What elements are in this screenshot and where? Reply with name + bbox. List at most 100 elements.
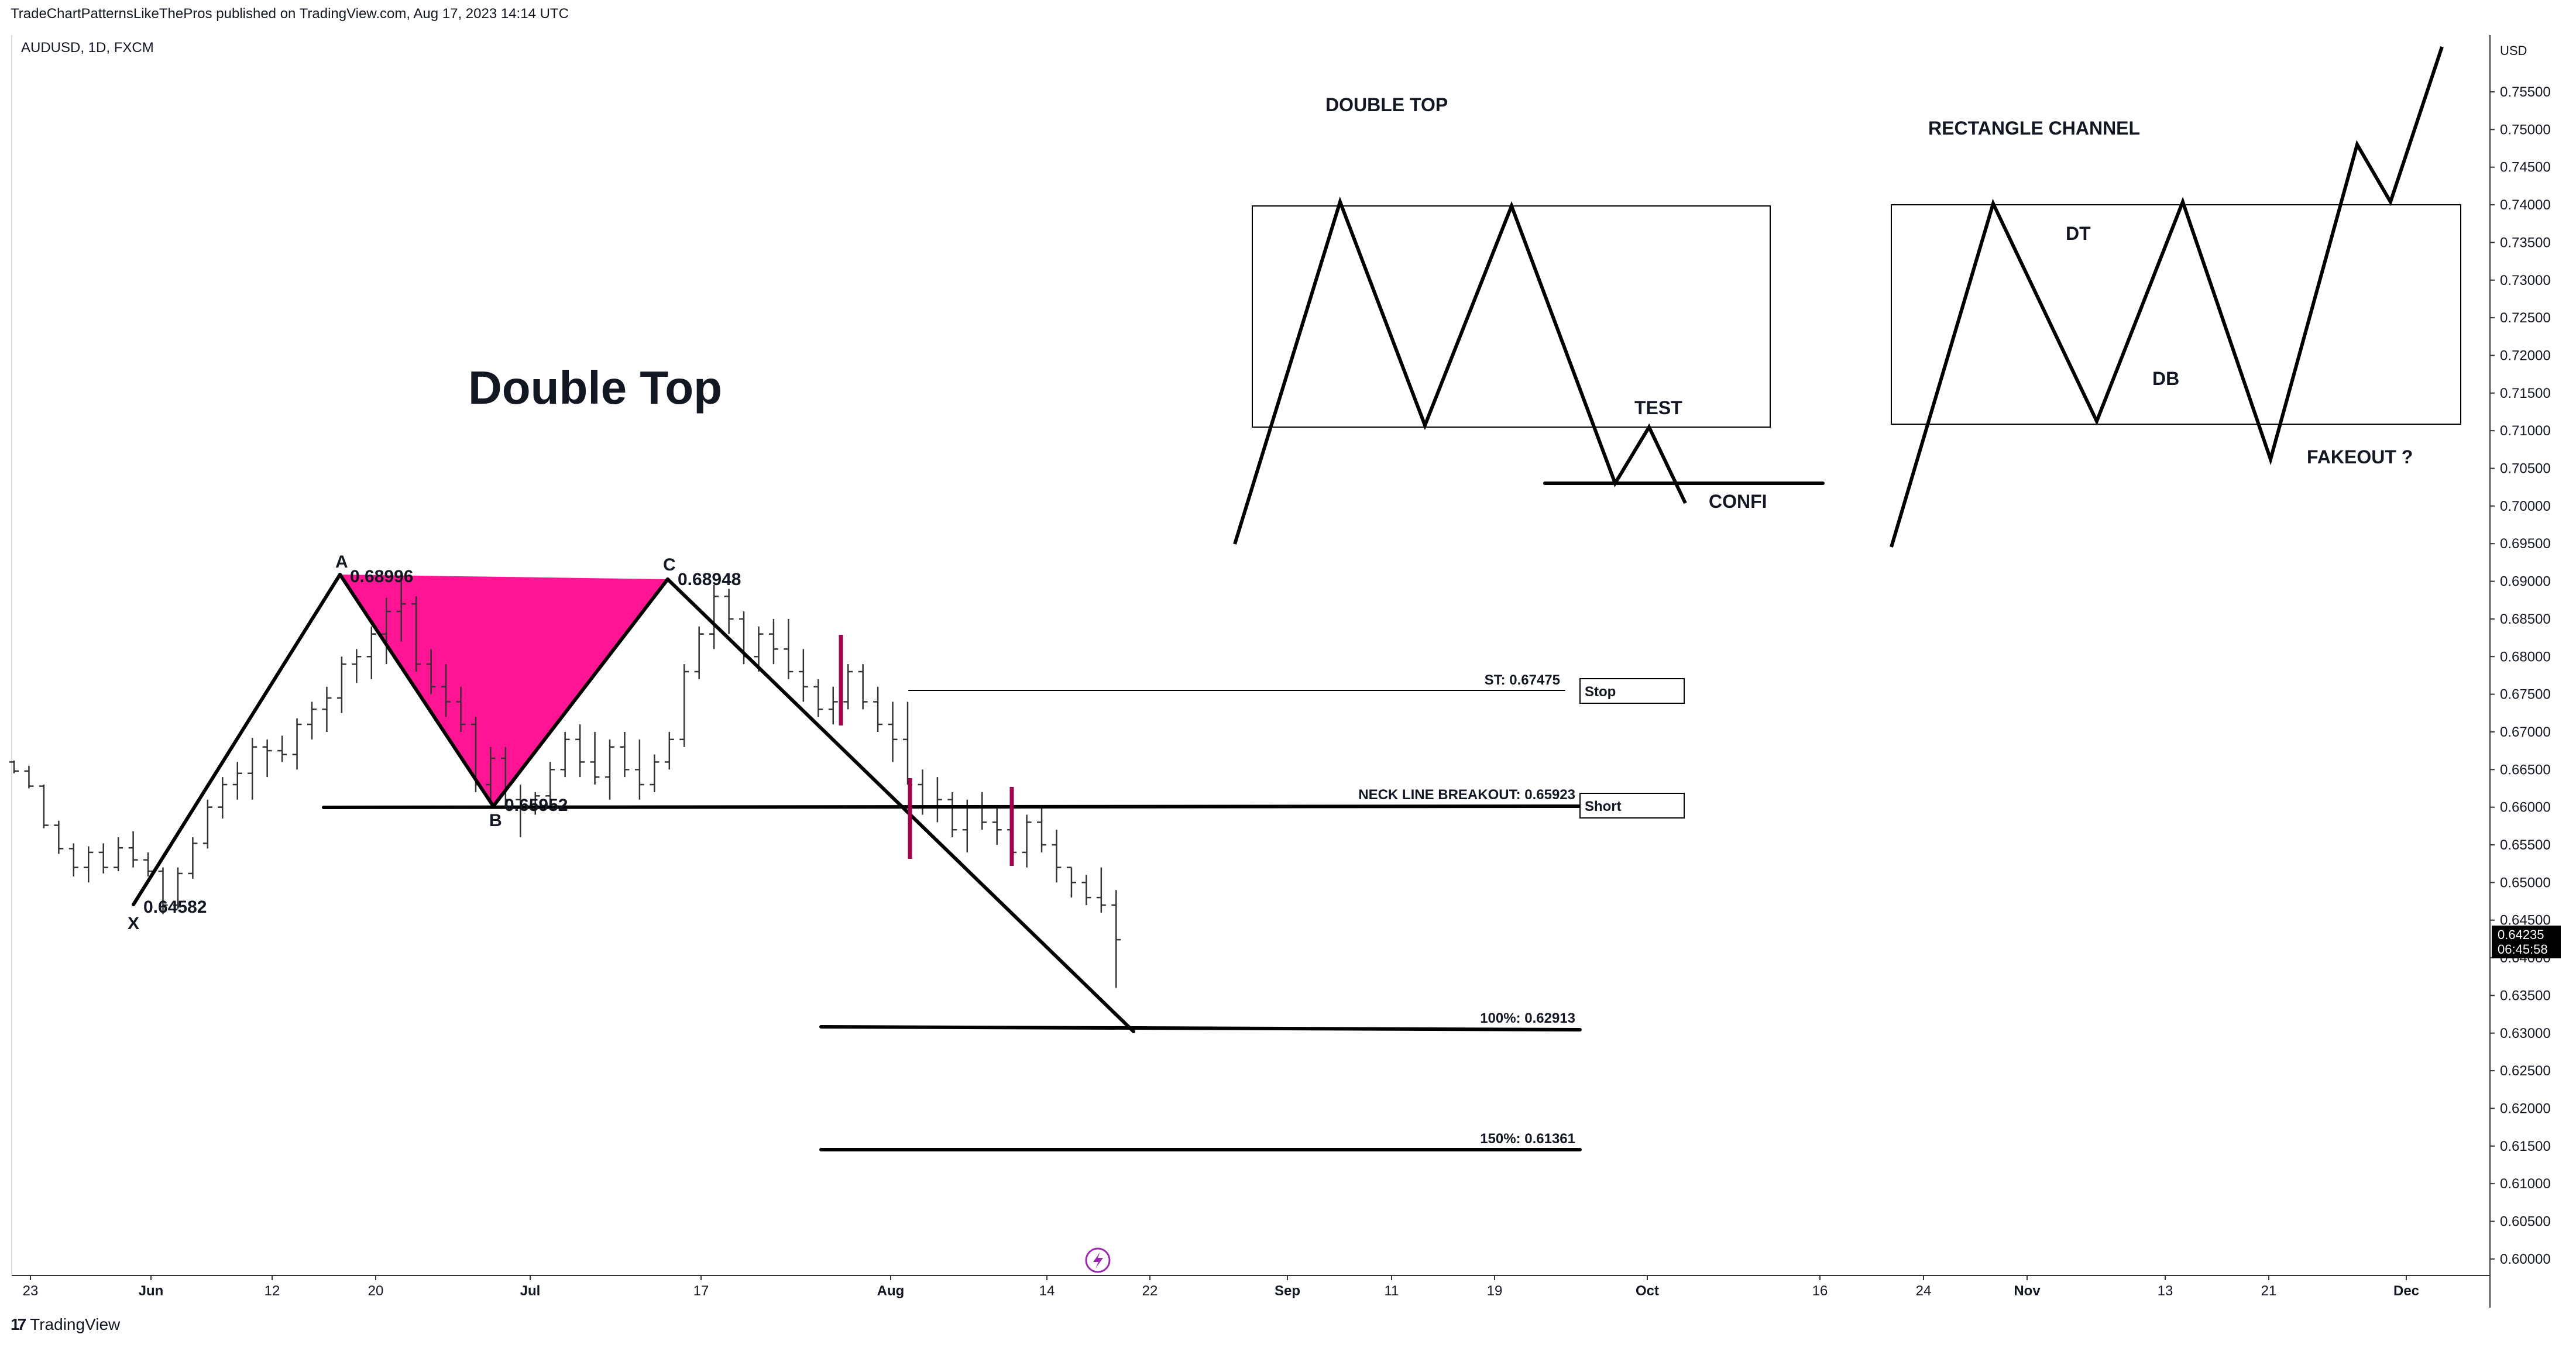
ohlc-bar — [24, 765, 34, 789]
y-tick-label: 0.68000 — [2500, 649, 2551, 665]
ohlc-bar — [352, 649, 362, 683]
ohlc-bar — [84, 846, 94, 883]
x-tick-label: Jul — [520, 1283, 541, 1299]
y-tick-label: 0.61000 — [2500, 1176, 2551, 1192]
pink-triangle — [340, 575, 668, 806]
level-tag-label: Short — [1585, 799, 1622, 814]
tradingview-logo-icon: 17 — [11, 1315, 26, 1333]
markers — [839, 635, 1014, 866]
ohlc-bar — [605, 739, 614, 800]
point-letter: X — [128, 914, 139, 933]
ohlc-bar — [262, 739, 272, 778]
level-label: ST: 0.67475 — [1485, 672, 1560, 688]
ohlc-bar — [634, 739, 644, 800]
ohlc-bar — [173, 867, 183, 909]
ohlc-bar — [977, 792, 987, 830]
point-value: 0.65952 — [504, 796, 568, 815]
level-label: NECK LINE BREAKOUT: 0.65923 — [1358, 787, 1575, 803]
ohlc-bar — [218, 777, 228, 819]
leg-ab — [338, 573, 495, 808]
annotation-labels: Stop Short ST: 0.67475 NECK LINE BREAKOUT: … — [128, 94, 2413, 1147]
point-value: 0.64582 — [143, 897, 207, 917]
level-label: 150%: 0.61361 — [1480, 1131, 1575, 1147]
ohlc-bar — [724, 589, 734, 634]
ohlc-bar — [1111, 890, 1121, 988]
ohlc-bar — [396, 581, 406, 642]
x-tick-label: 11 — [1385, 1283, 1399, 1299]
brand-name: TradingView — [30, 1315, 121, 1333]
ohlc-bar — [754, 626, 764, 672]
schematic-title-rectangle: RECTANGLE CHANNEL — [1928, 118, 2140, 139]
ohlc-bar — [143, 852, 153, 877]
schematic-title-double-top: DOUBLE TOP — [1325, 94, 1448, 115]
x-tick-label: 12 — [265, 1283, 280, 1299]
y-tick-label: 0.65500 — [2500, 837, 2551, 853]
y-tick-label: 0.60500 — [2500, 1214, 2551, 1230]
schematic-label-db: DB — [2152, 368, 2179, 389]
flash-icon[interactable] — [1085, 1247, 1111, 1273]
x-tick-label: 17 — [693, 1283, 709, 1299]
x-tick-label: 16 — [1812, 1283, 1828, 1299]
level-label: 100%: 0.62913 — [1480, 1010, 1575, 1026]
triangle-pattern — [340, 575, 668, 806]
y-tick-label: 0.69000 — [2500, 574, 2551, 590]
ohlc-bar — [411, 596, 421, 672]
drawing-lines — [132, 46, 2461, 1151]
point-letter: A — [335, 552, 348, 572]
y-tick-label: 0.70500 — [2500, 461, 2551, 477]
price-axis: USD 0.75500 0.75000 0.74500 0.74000 0.73500 0… — [2490, 43, 2551, 1267]
schematic-label-fakeout: FAKEOUT ? — [2307, 446, 2413, 467]
ohlc-bar — [620, 731, 630, 778]
y-tick-label: 0.72000 — [2500, 348, 2551, 363]
last-price-badge: 0.64235 06:45:58 — [2492, 926, 2561, 958]
symbol-label: AUDUSD, 1D, FXCM — [21, 40, 154, 56]
y-tick-label: 0.75500 — [2500, 84, 2551, 100]
point-value: 0.68996 — [350, 567, 413, 586]
y-tick-label: 0.73500 — [2500, 235, 2551, 250]
ohlc-bar — [888, 701, 898, 762]
ohlc-bar — [873, 686, 883, 732]
ohlc-bar — [590, 731, 600, 785]
y-tick-label: 0.68500 — [2500, 611, 2551, 627]
ohlc-bar — [858, 664, 868, 710]
x-tick-label: 19 — [1487, 1283, 1503, 1299]
y-tick-label: 0.71000 — [2500, 423, 2551, 439]
schematic-box-rectangle — [1891, 204, 2461, 425]
x-tick-label: 13 — [2158, 1283, 2173, 1299]
ohlc-bar — [486, 747, 496, 800]
ohlc-bar — [843, 664, 853, 710]
x-tick-label: Nov — [2014, 1283, 2041, 1299]
ohlc-bar — [1052, 830, 1062, 883]
ohlc-bar — [1037, 807, 1047, 852]
ohlc-bar — [500, 747, 510, 807]
ohlc-bar — [382, 597, 391, 665]
x-tick-label: 22 — [1142, 1283, 1158, 1299]
ohlc-bar — [768, 618, 778, 665]
ohlc-bar — [798, 649, 808, 702]
level-tag-box — [1579, 793, 1685, 819]
y-tick-label: 0.75000 — [2500, 122, 2551, 137]
y-tick-label: 0.69500 — [2500, 536, 2551, 552]
y-tick-label: 0.65000 — [2500, 875, 2551, 890]
ohlc-bar — [813, 679, 823, 717]
x-tick-label: 24 — [1916, 1283, 1932, 1299]
ohlc-bar — [307, 701, 317, 740]
ohlc-bar — [575, 724, 585, 778]
ohlc-bar — [441, 664, 451, 717]
ohlc-bar — [650, 754, 660, 792]
y-tick-label: 0.62500 — [2500, 1063, 2551, 1079]
schematic-path-double-top — [1233, 196, 1687, 545]
target-100-line — [819, 1025, 1582, 1031]
ohlc-bar — [709, 584, 719, 649]
ohlc-bar — [188, 837, 198, 879]
x-tick-label: 23 — [23, 1283, 39, 1299]
ohlc-bar — [336, 656, 346, 713]
y-tick-label: 0.70000 — [2500, 498, 2551, 514]
schematic-label-confi: CONFI — [1709, 491, 1767, 512]
x-tick-label: 20 — [368, 1283, 384, 1299]
ohlc-bar — [932, 777, 942, 823]
footer: 17 TradingView — [11, 1315, 120, 1334]
y-tick-label: 0.60000 — [2500, 1251, 2551, 1267]
level-tag-label: Stop — [1585, 684, 1616, 700]
